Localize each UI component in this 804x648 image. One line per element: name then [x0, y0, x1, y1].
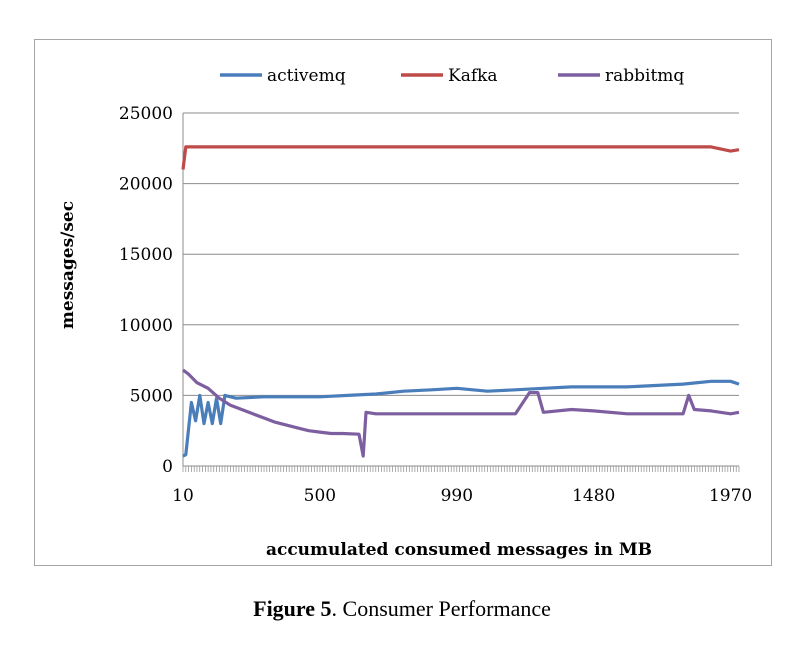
chart-frame: 0 5000 10000 15000 20000 25000 10 500 990 1480 197… [34, 39, 772, 566]
figure-label: Figure 5 [253, 596, 332, 621]
legend: activemq Kafka rabbitmq [220, 66, 684, 86]
legend-label: Kafka [448, 66, 498, 86]
x-tick-label: 1480 [572, 486, 615, 506]
x-tick-label: 1970 [709, 486, 752, 506]
line-chart: 0 5000 10000 15000 20000 25000 10 500 990 1480 197… [58, 66, 752, 560]
series-lines [181, 145, 740, 458]
x-tick-label: 500 [304, 486, 336, 506]
y-tick-label: 20000 [119, 175, 173, 195]
y-tick-label: 25000 [119, 104, 173, 124]
legend-item-activemq: activemq [220, 66, 346, 86]
series-line-kafka [181, 145, 740, 170]
figure-caption: Figure 5. Consumer Performance [0, 596, 804, 622]
gridlines [183, 112, 739, 396]
legend-label: activemq [267, 66, 346, 86]
series-line-activemq [182, 379, 740, 458]
legend-label: rabbitmq [605, 66, 684, 86]
y-tick-label: 0 [162, 457, 173, 477]
y-axis-title: messages/sec [58, 201, 78, 329]
legend-item-kafka: Kafka [401, 66, 498, 86]
x-tick-marks [182, 466, 740, 472]
figure-caption-text: . Consumer Performance [331, 596, 551, 621]
x-axis-title: accumulated consumed messages in MB [266, 540, 652, 560]
series-line-rabbitmq [182, 368, 740, 458]
y-tick-label: 15000 [119, 245, 173, 265]
axes: 0 5000 10000 15000 20000 25000 10 500 990 1480 197… [119, 104, 752, 506]
x-tick-label: 10 [172, 486, 194, 506]
x-tick-label: 990 [441, 486, 473, 506]
y-tick-label: 10000 [119, 316, 173, 336]
legend-item-rabbitmq: rabbitmq [558, 66, 684, 86]
y-tick-label: 5000 [130, 386, 173, 406]
